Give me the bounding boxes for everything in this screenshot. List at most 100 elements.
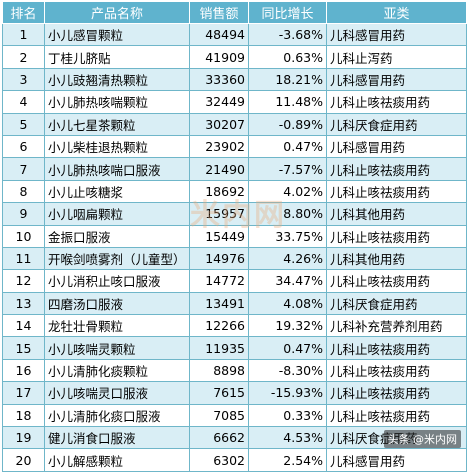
cell-yoy-growth: 19.32%	[248, 314, 327, 338]
cell-rank: 18	[2, 403, 45, 428]
table-row: 6 小儿柴桂退热颗粒 23902 0.47% 儿科感冒用药	[2, 134, 467, 159]
cell-category: 儿科其他用药	[326, 202, 467, 226]
cell-sales: 41909	[189, 45, 249, 69]
header-sales: 销售额	[189, 1, 249, 24]
table-row: 20 小儿解感颗粒 6302 2.54% 儿科感冒用药	[2, 448, 467, 472]
table-row: 5 小儿七星茶颗粒 30207 -0.89% 儿科厌食症用药	[2, 112, 467, 136]
cell-product-name: 小儿解感颗粒	[44, 448, 190, 472]
table-body: 1 小儿感冒颗粒 48494 -3.68% 儿科感冒用药 2 丁桂儿脐贴 41909 0.63%…	[2, 22, 467, 472]
cell-rank: 12	[2, 269, 45, 293]
header-category: 亚类	[326, 1, 467, 24]
cell-sales: 7615	[189, 381, 249, 405]
cell-category: 儿科止咳祛痰用药	[326, 403, 467, 428]
cell-category: 儿科止咳祛痰用药	[326, 224, 467, 248]
cell-yoy-growth: -8.30%	[248, 358, 327, 383]
cell-yoy-growth: 2.54%	[248, 448, 327, 472]
cell-category: 儿科厌食症用药	[326, 291, 467, 316]
cell-product-name: 小儿肺热咳喘颗粒	[44, 90, 190, 114]
cell-product-name: 小儿柴桂退热颗粒	[44, 134, 190, 159]
table-row: 15 小儿咳喘灵颗粒 11935 0.47% 儿科止咳祛痰用药	[2, 336, 467, 360]
cell-sales: 33360	[189, 67, 249, 92]
cell-rank: 6	[2, 134, 45, 159]
cell-yoy-growth: 18.21%	[248, 67, 327, 92]
cell-rank: 4	[2, 90, 45, 114]
header-row: 排名 产品名称 销售额 同比增长 亚类	[2, 1, 467, 24]
cell-yoy-growth: -7.57%	[248, 157, 327, 181]
cell-yoy-growth: 0.47%	[248, 134, 327, 159]
cell-rank: 2	[2, 45, 45, 69]
header-rank: 排名	[2, 1, 45, 24]
cell-sales: 14976	[189, 246, 249, 271]
cell-yoy-growth: 4.26%	[248, 246, 327, 271]
cell-rank: 9	[2, 202, 45, 226]
cell-category: 儿科感冒用药	[326, 134, 467, 159]
cell-product-name: 健儿消食口服液	[44, 426, 190, 450]
table-row: 1 小儿感冒颗粒 48494 -3.68% 儿科感冒用药	[2, 22, 467, 47]
cell-yoy-growth: 34.47%	[248, 269, 327, 293]
cell-category: 儿科厌食症用药	[326, 112, 467, 136]
cell-rank: 14	[2, 314, 45, 338]
table-row: 3 小儿豉翘清热颗粒 33360 18.21% 儿科感冒用药	[2, 67, 467, 92]
table-row: 8 小儿止咳糖浆 18692 4.02% 儿科止咳祛痰用药	[2, 179, 467, 204]
cell-yoy-growth: 0.33%	[248, 403, 327, 428]
cell-sales: 6662	[189, 426, 249, 450]
cell-category: 儿科止咳祛痰用药	[326, 269, 467, 293]
cell-product-name: 丁桂儿脐贴	[44, 45, 190, 69]
table-row: 10 金振口服液 15449 33.75% 儿科止咳祛痰用药	[2, 224, 467, 248]
cell-product-name: 小儿咳喘灵颗粒	[44, 336, 190, 360]
cell-yoy-growth: 4.08%	[248, 291, 327, 316]
cell-product-name: 小儿咳喘灵口服液	[44, 381, 190, 405]
cell-sales: 30207	[189, 112, 249, 136]
cell-category: 儿科其他用药	[326, 246, 467, 271]
cell-rank: 19	[2, 426, 45, 450]
cell-category: 儿科止咳祛痰用药	[326, 358, 467, 383]
cell-sales: 48494	[189, 22, 249, 47]
cell-yoy-growth: 4.53%	[248, 426, 327, 450]
cell-product-name: 四磨汤口服液	[44, 291, 190, 316]
cell-sales: 32449	[189, 90, 249, 114]
cell-category: 儿科补充营养剂用药	[326, 314, 467, 338]
cell-yoy-growth: 8.80%	[248, 202, 327, 226]
cell-yoy-growth: 11.48%	[248, 90, 327, 114]
cell-yoy-growth: 0.63%	[248, 45, 327, 69]
cell-rank: 13	[2, 291, 45, 316]
table-header: 排名 产品名称 销售额 同比增长 亚类	[2, 1, 467, 24]
table-row: 11 开喉剑喷雾剂（儿童型） 14976 4.26% 儿科其他用药	[2, 246, 467, 271]
cell-category: 儿科感冒用药	[326, 67, 467, 92]
cell-category: 儿科感冒用药	[326, 448, 467, 472]
cell-product-name: 小儿清肺化痰颗粒	[44, 358, 190, 383]
cell-yoy-growth: -3.68%	[248, 22, 327, 47]
cell-sales: 23902	[189, 134, 249, 159]
cell-rank: 11	[2, 246, 45, 271]
cell-category: 儿科止咳祛痰用药	[326, 336, 467, 360]
cell-yoy-growth: 33.75%	[248, 224, 327, 248]
table-row: 13 四磨汤口服液 13491 4.08% 儿科厌食症用药	[2, 291, 467, 316]
cell-product-name: 金振口服液	[44, 224, 190, 248]
cell-sales: 18692	[189, 179, 249, 204]
cell-category: 儿科止咳祛痰用药	[326, 179, 467, 204]
cell-product-name: 小儿感冒颗粒	[44, 22, 190, 47]
cell-product-name: 小儿消积止咳口服液	[44, 269, 190, 293]
cell-rank: 20	[2, 448, 45, 472]
table-row: 4 小儿肺热咳喘颗粒 32449 11.48% 儿科止咳祛痰用药	[2, 90, 467, 114]
cell-sales: 14772	[189, 269, 249, 293]
cell-product-name: 小儿止咳糖浆	[44, 179, 190, 204]
cell-sales: 15957	[189, 202, 249, 226]
cell-category: 儿科止咳祛痰用药	[326, 90, 467, 114]
cell-rank: 8	[2, 179, 45, 204]
cell-product-name: 小儿清肺化痰口服液	[44, 403, 190, 428]
cell-category: 儿科感冒用药	[326, 22, 467, 47]
cell-product-name: 小儿豉翘清热颗粒	[44, 67, 190, 92]
cell-sales: 8898	[189, 358, 249, 383]
cell-product-name: 开喉剑喷雾剂（儿童型）	[44, 246, 190, 271]
cell-yoy-growth: 4.02%	[248, 179, 327, 204]
cell-rank: 17	[2, 381, 45, 405]
cell-sales: 15449	[189, 224, 249, 248]
cell-category: 儿科止泻药	[326, 45, 467, 69]
cell-yoy-growth: 0.47%	[248, 336, 327, 360]
cell-product-name: 小儿肺热咳喘口服液	[44, 157, 190, 181]
table-row: 16 小儿清肺化痰颗粒 8898 -8.30% 儿科止咳祛痰用药	[2, 358, 467, 383]
cell-product-name: 小儿七星茶颗粒	[44, 112, 190, 136]
